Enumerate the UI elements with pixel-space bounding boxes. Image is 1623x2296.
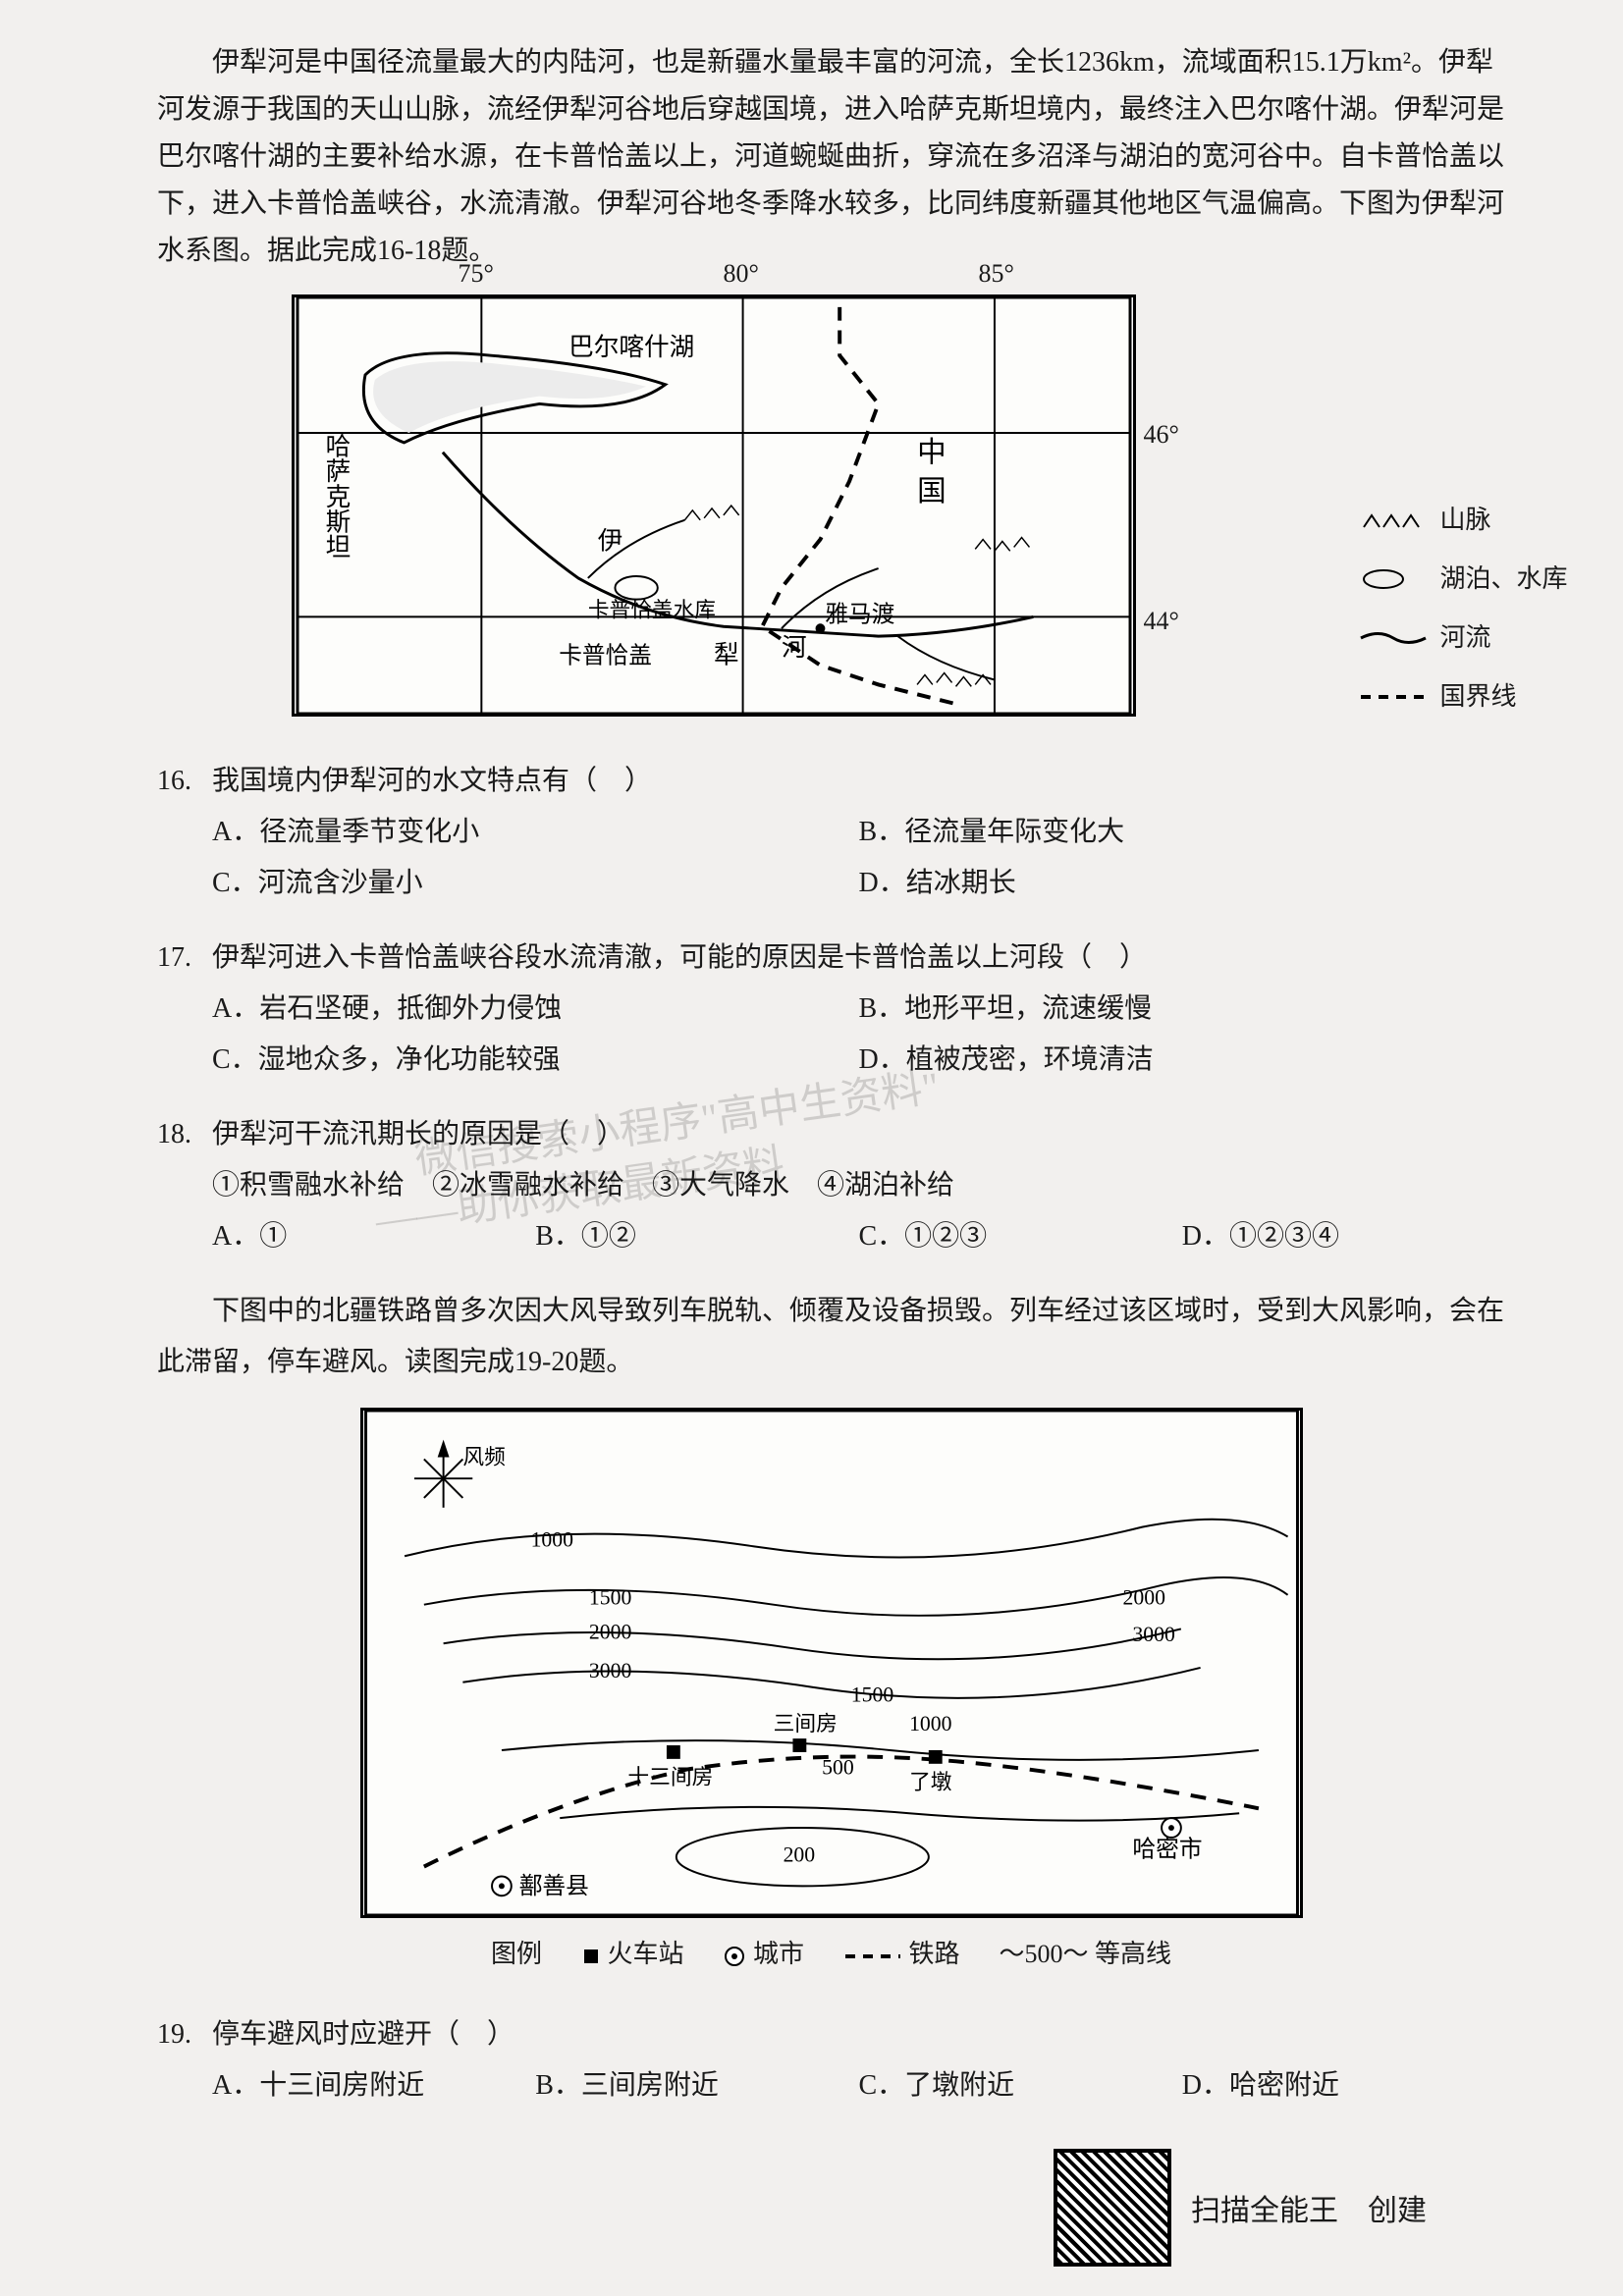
legend-city: 城市 [723, 1934, 804, 1970]
question-17: 17. 伊犁河进入卡普恰盖峡谷段水流清澈，可能的原因是卡普恰盖以上河段（ ） A… [157, 933, 1505, 1086]
q19-num: 19. [157, 2009, 212, 2060]
q18-items: ①积雪融水补给 ②冰雪融水补给 ③大气降水 ④湖泊补给 [212, 1160, 1505, 1211]
svg-text:1500: 1500 [588, 1586, 631, 1610]
svg-text:200: 200 [783, 1843, 815, 1867]
legend-river: 河流 [1359, 609, 1567, 667]
map1-river-li: 犁 [714, 641, 739, 669]
svg-text:1500: 1500 [850, 1683, 893, 1707]
map2-svg: 风频 1000 1500 2000 3000 1500 1000 500 200… [360, 1408, 1303, 1918]
q16-stem: 我国境内伊犁河的水文特点有（ ） [212, 756, 652, 807]
q19-optD: D．哈密附近 [1182, 2060, 1505, 2111]
svg-text:500: 500 [822, 1756, 854, 1780]
map1-svg: 巴尔喀什湖 哈萨克斯坦 中 国 伊 犁 河 卡普恰盖水库 卡普恰盖 雅马渡 [292, 294, 1136, 717]
q16-optB: B．径流量年际变化大 [859, 807, 1506, 858]
map2-container: 风频 1000 1500 2000 3000 1500 1000 500 200… [360, 1408, 1303, 1970]
map1-city2: 雅马渡 [825, 601, 894, 627]
map2-legend-header: 图例 [491, 1934, 542, 1970]
legend-station: 火车站 [581, 1934, 684, 1970]
svg-text:1000: 1000 [530, 1527, 573, 1551]
map1-cn2: 国 [917, 476, 947, 507]
q19-optC: C．了墩附近 [859, 2060, 1182, 2111]
svg-text:1000: 1000 [909, 1712, 952, 1735]
q18-num: 18. [157, 1109, 212, 1160]
q17-optC: C．湿地众多，净化功能较强 [212, 1035, 859, 1086]
map1-city1: 卡普恰盖 [559, 643, 652, 669]
qr-icon [1054, 2149, 1171, 2267]
legend-border: 国界线 [1359, 667, 1567, 726]
svg-text:3000: 3000 [1132, 1623, 1175, 1646]
svg-text:风频: 风频 [462, 1445, 506, 1468]
svg-text:十三间房: 十三间房 [627, 1766, 713, 1789]
q17-optB: B．地形平坦，流速缓慢 [859, 984, 1506, 1035]
q18-optC: C．①②③ [859, 1211, 1182, 1262]
map1-country-left: 哈萨克斯坦 [321, 433, 350, 560]
map1-river-yi: 伊 [597, 526, 622, 555]
map1-cn1: 中 [917, 437, 947, 469]
q19-stem: 停车避风时应避开（ ） [212, 2009, 514, 2060]
svg-text:三间房: 三间房 [773, 1712, 837, 1735]
svg-text:2000: 2000 [1122, 1586, 1165, 1610]
q18-optA: A．① [212, 1211, 535, 1262]
q18-optD: D．①②③④ [1182, 1211, 1505, 1262]
q16-optA: A．径流量季节变化小 [212, 807, 859, 858]
map1-container: 巴尔喀什湖 哈萨克斯坦 中 国 伊 犁 河 卡普恰盖水库 卡普恰盖 雅马渡 75… [292, 294, 1372, 717]
legend-rail: 铁路 [843, 1934, 960, 1970]
svg-text:哈密市: 哈密市 [1132, 1837, 1202, 1863]
footer-qr: 扫描全能王 创建 [1054, 2149, 1427, 2267]
map1-reservoir: 卡普恰盖水库 [587, 598, 715, 621]
question-16: 16. 我国境内伊犁河的水文特点有（ ） A．径流量季节变化小 B．径流量年际变… [157, 756, 1505, 909]
svg-text:3000: 3000 [588, 1659, 631, 1682]
map1-lake-label: 巴尔喀什湖 [568, 333, 694, 361]
question-18: 18. 伊犁河干流汛期长的原因是（ ） ①积雪融水补给 ②冰雪融水补给 ③大气降… [157, 1109, 1505, 1262]
map1-river-he: 河 [782, 633, 807, 662]
q17-num: 17. [157, 933, 212, 984]
q19-optA: A．十三间房附近 [212, 2060, 535, 2111]
legend-mountain: 山脉 [1359, 491, 1567, 550]
intro-paragraph: 伊犁河是中国径流量最大的内陆河，也是新疆水量最丰富的河流，全长1236km，流域… [157, 39, 1505, 275]
q17-optA: A．岩石坚硬，抵御外力侵蚀 [212, 984, 859, 1035]
svg-text:鄯善县: 鄯善县 [518, 1873, 588, 1899]
q16-optC: C．河流含沙量小 [212, 858, 859, 909]
q17-optD: D．植被茂密，环境清洁 [859, 1035, 1506, 1086]
q18-stem: 伊犁河干流汛期长的原因是（ ） [212, 1109, 624, 1160]
q19-optB: B．三间房附近 [535, 2060, 858, 2111]
svg-text:2000: 2000 [588, 1620, 631, 1643]
legend-contour: ～500～ 等高线 [1000, 1934, 1172, 1970]
footer-text: 扫描全能王 创建 [1191, 2186, 1427, 2229]
map1-legend: 山脉 湖泊、水库 河流 国界线 [1359, 491, 1567, 726]
q16-num: 16. [157, 756, 212, 807]
question-19: 19. 停车避风时应避开（ ） A．十三间房附近 B．三间房附近 C．了墩附近 … [157, 2009, 1505, 2111]
svg-text:了墩: 了墩 [909, 1771, 952, 1794]
legend-lake: 湖泊、水库 [1359, 550, 1567, 609]
q16-optD: D．结冰期长 [859, 858, 1506, 909]
q17-stem: 伊犁河进入卡普恰盖峡谷段水流清澈，可能的原因是卡普恰盖以上河段（ ） [212, 933, 1147, 984]
q18-optB: B．①② [535, 1211, 858, 1262]
sub-passage: 下图中的北疆铁路曾多次因大风导致列车脱轨、倾覆及设备损毁。列车经过该区域时，受到… [157, 1286, 1505, 1388]
map2-legend: 图例 火车站 城市 铁路 ～500～ 等高线 [360, 1934, 1303, 1970]
